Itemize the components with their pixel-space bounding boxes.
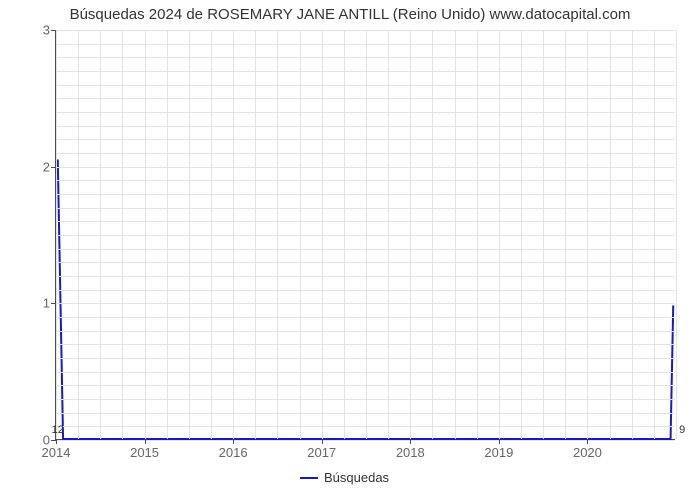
y-tick-mark: [51, 167, 56, 168]
x-tick-mark: [145, 439, 146, 444]
gridline-v: [122, 30, 123, 439]
gridline-v: [587, 30, 588, 439]
gridline-v: [277, 30, 278, 439]
legend-swatch: [300, 477, 318, 479]
gridline-v: [654, 30, 655, 439]
gridline-v: [233, 30, 234, 439]
y-tick-label: 2: [43, 159, 50, 174]
gridline-v: [100, 30, 101, 439]
x-tick-label: 2020: [573, 445, 602, 460]
gridline-v: [632, 30, 633, 439]
gridline-v: [366, 30, 367, 439]
gridline-v: [255, 30, 256, 439]
x-tick-label: 2017: [307, 445, 336, 460]
gridline-v: [388, 30, 389, 439]
legend-label: Búsquedas: [324, 470, 389, 485]
chart-title: Búsquedas 2024 de ROSEMARY JANE ANTILL (…: [0, 6, 700, 23]
gridline-v: [56, 30, 57, 439]
x-tick-mark: [56, 439, 57, 444]
gridline-h: [56, 440, 675, 441]
gridline-v: [455, 30, 456, 439]
gridline-v: [565, 30, 566, 439]
chart-container: Búsquedas 2024 de ROSEMARY JANE ANTILL (…: [0, 0, 700, 500]
gridline-v: [300, 30, 301, 439]
gridline-v: [432, 30, 433, 439]
gridline-v: [322, 30, 323, 439]
x-tick-label: 2014: [42, 445, 71, 460]
gridline-v: [189, 30, 190, 439]
legend-item: Búsquedas: [300, 470, 389, 485]
gridline-v: [521, 30, 522, 439]
point-label: 12: [52, 424, 64, 436]
y-tick-mark: [51, 30, 56, 31]
x-tick-mark: [499, 439, 500, 444]
gridline-v: [499, 30, 500, 439]
x-tick-label: 2019: [484, 445, 513, 460]
x-tick-label: 2018: [396, 445, 425, 460]
x-tick-label: 2015: [130, 445, 159, 460]
gridline-v: [344, 30, 345, 439]
gridline-v: [543, 30, 544, 439]
point-label: 9: [679, 424, 685, 436]
plot-area: 01232014201520162017201820192020129: [55, 30, 675, 440]
gridline-v: [410, 30, 411, 439]
y-tick-mark: [51, 303, 56, 304]
x-tick-mark: [587, 439, 588, 444]
gridline-v: [477, 30, 478, 439]
x-tick-mark: [322, 439, 323, 444]
gridline-v: [167, 30, 168, 439]
y-tick-label: 1: [43, 296, 50, 311]
gridline-v: [78, 30, 79, 439]
gridline-v: [211, 30, 212, 439]
x-tick-label: 2016: [219, 445, 248, 460]
legend: Búsquedas: [300, 470, 389, 485]
gridline-v: [676, 30, 677, 439]
gridline-v: [610, 30, 611, 439]
x-tick-mark: [233, 439, 234, 444]
x-tick-mark: [410, 439, 411, 444]
y-tick-label: 3: [43, 23, 50, 38]
gridline-v: [145, 30, 146, 439]
